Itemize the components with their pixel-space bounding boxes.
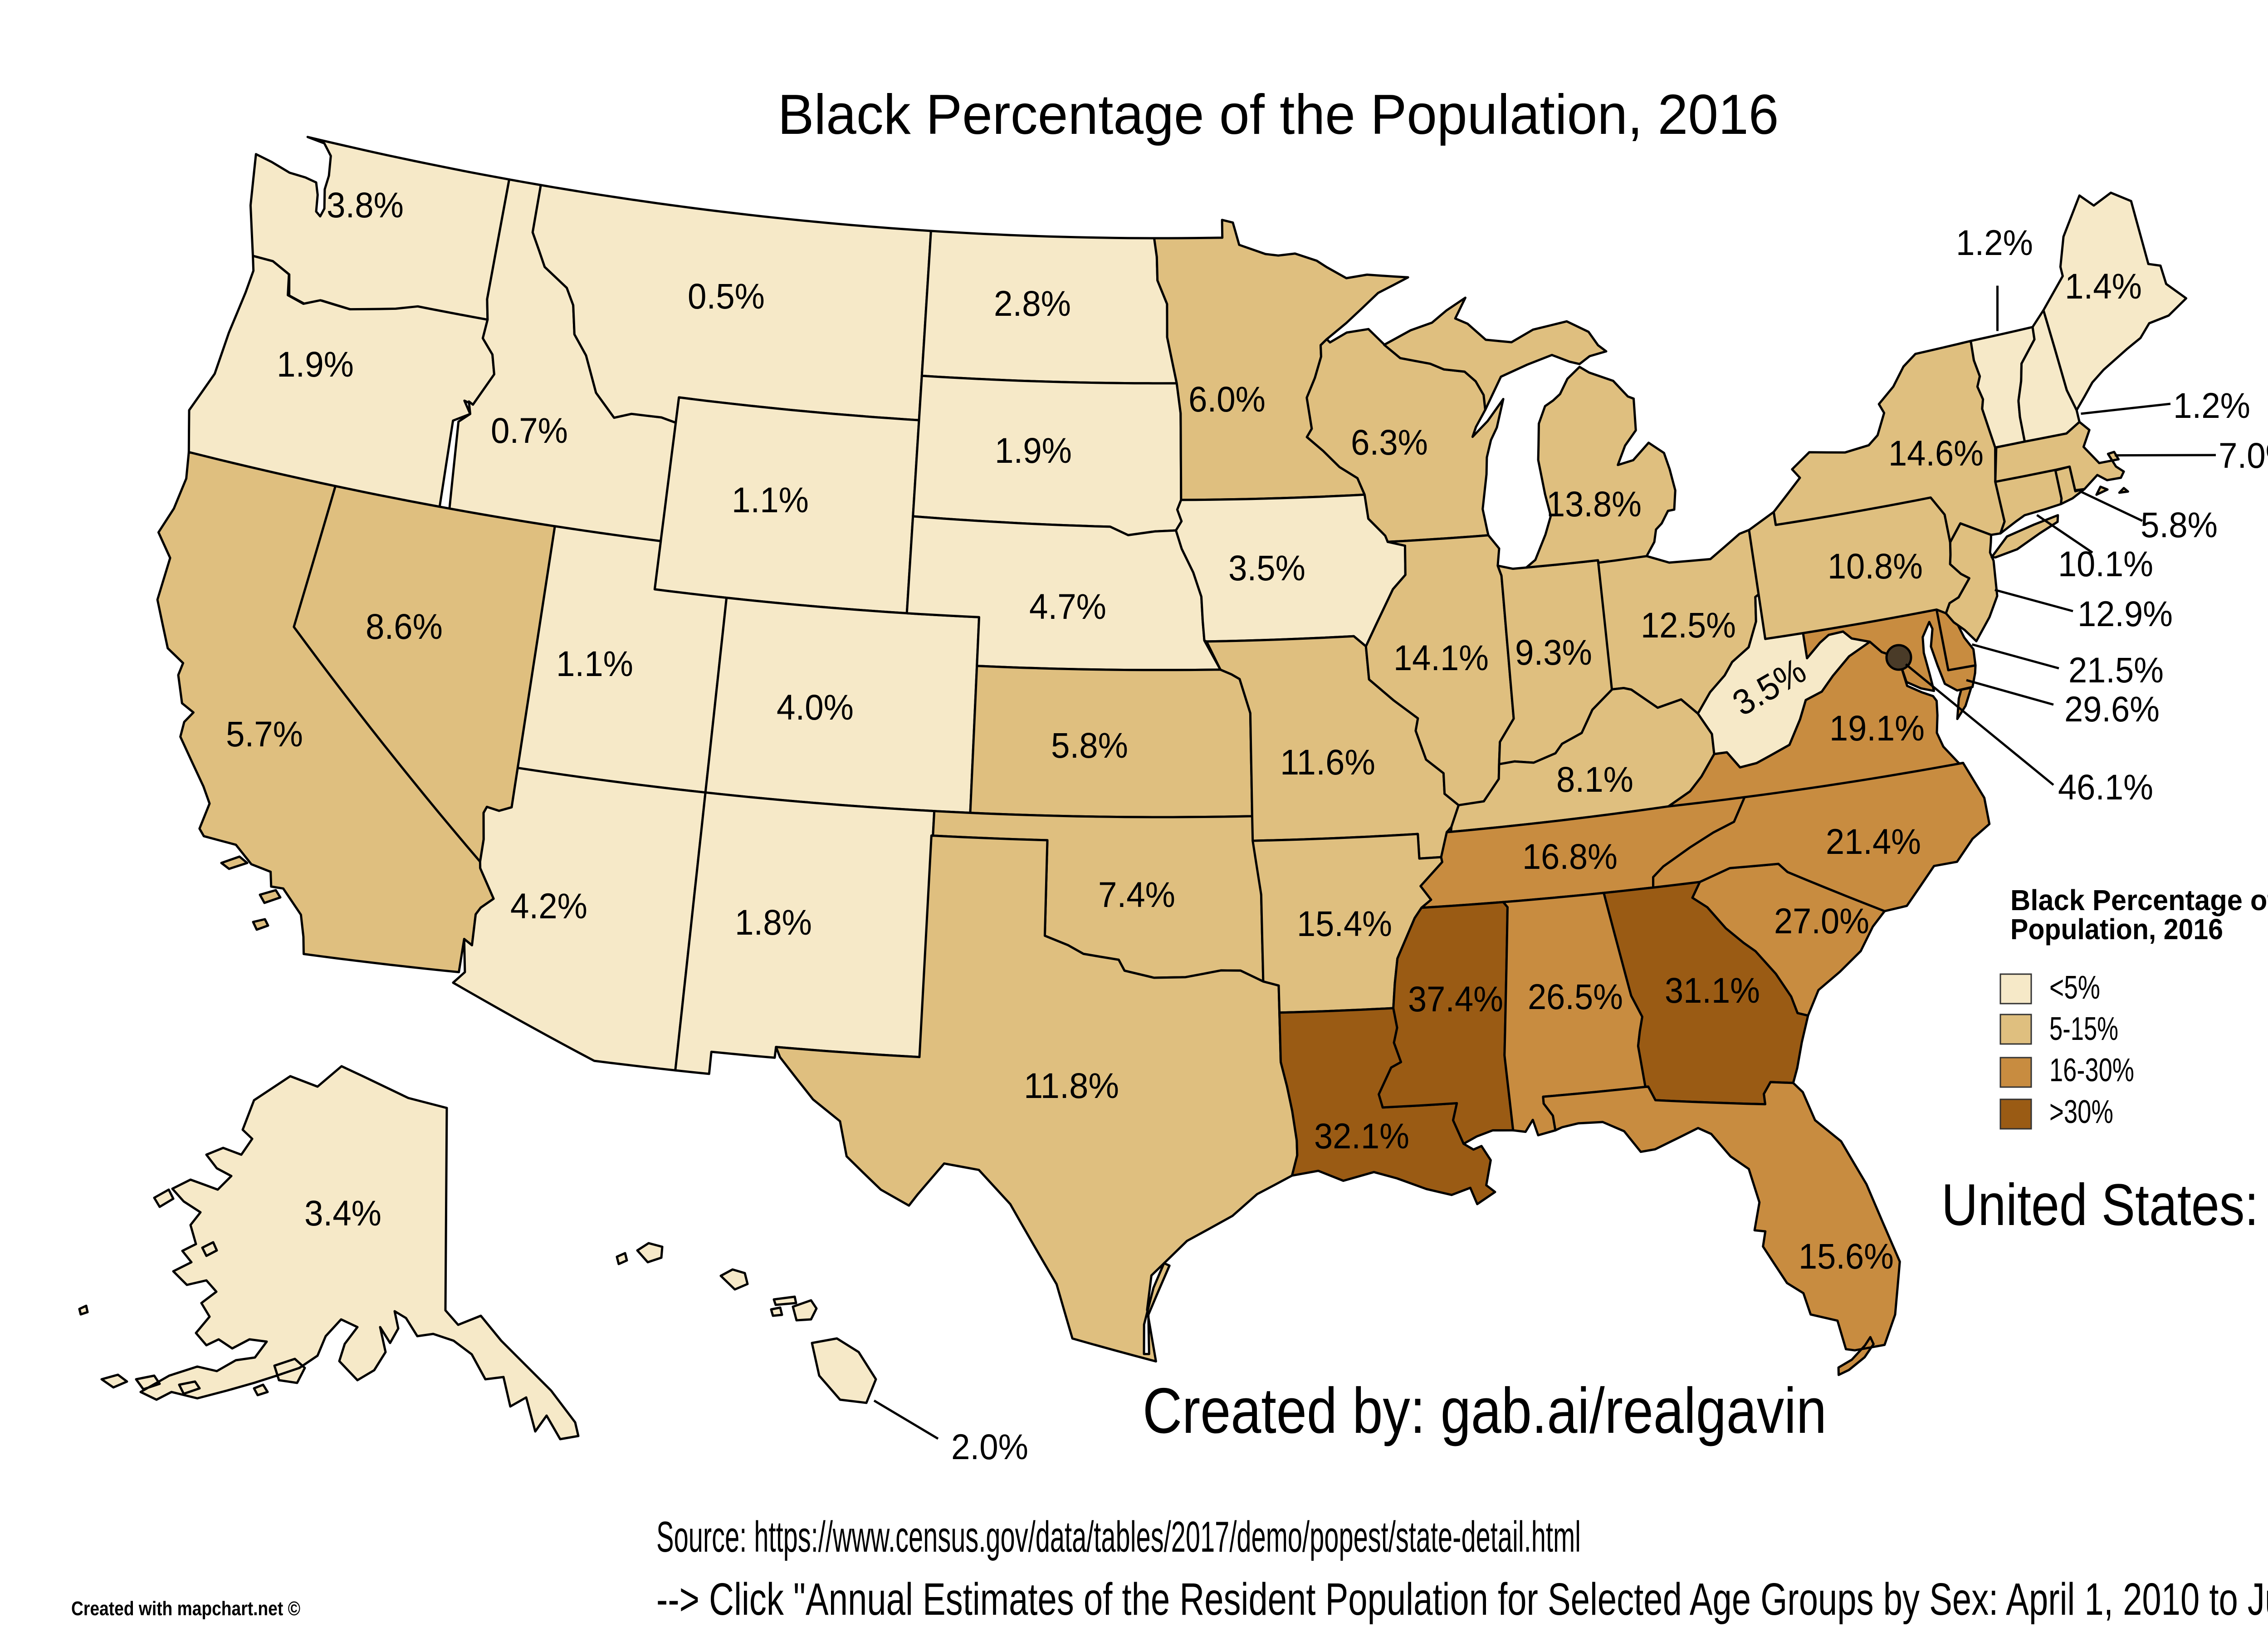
svg-text:0.7%: 0.7% <box>491 410 568 451</box>
svg-text:32.1%: 32.1% <box>1314 1116 1409 1156</box>
svg-text:16-30%: 16-30% <box>2049 1052 2134 1088</box>
svg-text:15.6%: 15.6% <box>1799 1236 1894 1276</box>
svg-text:3.4%: 3.4% <box>304 1193 381 1233</box>
svg-text:1.9%: 1.9% <box>995 430 1072 470</box>
svg-text:4.7%: 4.7% <box>1029 586 1106 627</box>
svg-text:5.8%: 5.8% <box>2141 505 2218 545</box>
svg-text:2.0%: 2.0% <box>951 1426 1028 1467</box>
svg-text:3.8%: 3.8% <box>327 185 404 225</box>
svg-text:8.6%: 8.6% <box>366 606 443 647</box>
svg-text:1.4%: 1.4% <box>2065 266 2142 306</box>
svg-text:2.8%: 2.8% <box>994 283 1071 323</box>
svg-text:Black Percentage of the: Black Percentage of the <box>2010 884 2268 916</box>
svg-text:29.6%: 29.6% <box>2064 689 2160 729</box>
svg-text:United States: 12.4%: United States: 12.4% <box>1941 1171 2268 1238</box>
svg-text:10.8%: 10.8% <box>1828 546 1923 586</box>
svg-text:37.4%: 37.4% <box>1408 979 1503 1019</box>
svg-text:Source: https://www.census.gov: Source: https://www.census.gov/data/tabl… <box>656 1513 1581 1561</box>
svg-text:Created with mapchart.net ©: Created with mapchart.net © <box>71 1598 300 1620</box>
svg-text:4.2%: 4.2% <box>510 886 587 926</box>
svg-text:11.8%: 11.8% <box>1024 1065 1119 1106</box>
svg-text:16.8%: 16.8% <box>1522 836 1618 877</box>
svg-text:21.4%: 21.4% <box>1826 821 1921 862</box>
svg-text:4.0%: 4.0% <box>777 687 854 727</box>
svg-text:5-15%: 5-15% <box>2049 1011 2118 1047</box>
svg-text:<5%: <5% <box>2049 970 2100 1006</box>
svg-text:21.5%: 21.5% <box>2068 650 2164 690</box>
svg-text:46.1%: 46.1% <box>2058 767 2153 807</box>
svg-text:1.2%: 1.2% <box>1956 222 2033 263</box>
svg-text:6.0%: 6.0% <box>1188 379 1266 419</box>
svg-text:13.8%: 13.8% <box>1546 484 1642 524</box>
svg-text:5.8%: 5.8% <box>1051 725 1128 765</box>
svg-text:1.1%: 1.1% <box>732 480 809 520</box>
svg-text:12.5%: 12.5% <box>1641 605 1736 645</box>
svg-text:7.4%: 7.4% <box>1098 874 1175 915</box>
svg-text:15.4%: 15.4% <box>1297 903 1392 944</box>
svg-text:31.1%: 31.1% <box>1665 970 1760 1010</box>
svg-text:10.1%: 10.1% <box>2058 544 2153 584</box>
svg-text:1.1%: 1.1% <box>556 643 633 684</box>
svg-text:7.0%: 7.0% <box>2219 435 2268 475</box>
svg-text:--> Click "Annual Estimates of: --> Click "Annual Estimates of the Resid… <box>656 1574 2268 1625</box>
svg-text:8.1%: 8.1% <box>1556 759 1633 799</box>
svg-text:Population, 2016: Population, 2016 <box>2010 913 2223 946</box>
svg-text:1.2%: 1.2% <box>2173 385 2250 426</box>
svg-text:3.5%: 3.5% <box>1228 548 1305 588</box>
svg-text:27.0%: 27.0% <box>1774 901 1869 941</box>
svg-text:Black Percentage of the Popula: Black Percentage of the Population, 2016 <box>778 83 1779 146</box>
svg-text:14.6%: 14.6% <box>1888 433 1984 473</box>
svg-text:19.1%: 19.1% <box>1829 708 1925 748</box>
svg-text:0.5%: 0.5% <box>688 276 765 316</box>
svg-text:5.7%: 5.7% <box>226 714 303 754</box>
svg-text:>30%: >30% <box>2049 1094 2113 1130</box>
svg-text:6.3%: 6.3% <box>1351 422 1428 462</box>
svg-text:Created by: gab.ai/realgavin: Created by: gab.ai/realgavin <box>1143 1375 1827 1447</box>
svg-text:12.9%: 12.9% <box>2077 593 2173 634</box>
svg-text:9.3%: 9.3% <box>1515 632 1592 672</box>
svg-text:14.1%: 14.1% <box>1393 637 1489 678</box>
svg-text:1.9%: 1.9% <box>277 344 354 384</box>
svg-text:11.6%: 11.6% <box>1280 742 1375 782</box>
svg-text:1.8%: 1.8% <box>735 902 812 942</box>
svg-text:26.5%: 26.5% <box>1528 976 1623 1017</box>
